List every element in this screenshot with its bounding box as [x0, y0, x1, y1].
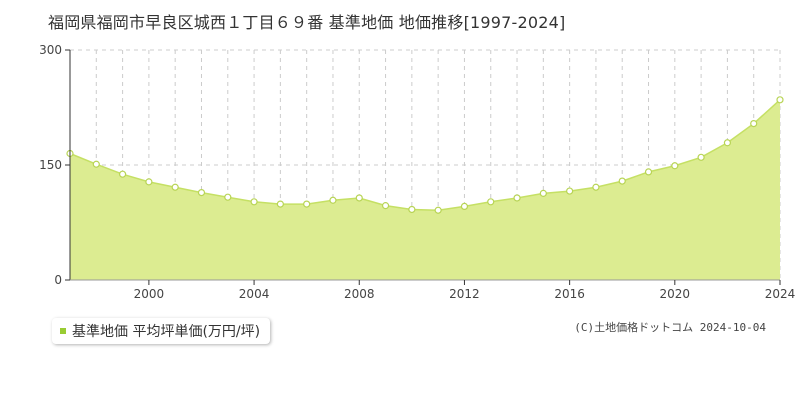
legend: 基準地価 平均坪単価(万円/坪)	[52, 318, 271, 344]
x-tick-label-2016: 2016	[554, 287, 585, 301]
x-tick-label-2012: 2012	[449, 287, 480, 301]
x-tick-label-2020: 2020	[660, 287, 691, 301]
y-axis-ticks: 0 150 300	[39, 43, 70, 287]
data-point-2018	[618, 177, 626, 185]
data-point-2017	[592, 183, 600, 191]
y-tick-label-300: 300	[39, 43, 62, 57]
x-axis-ticks: 2000 2004 2008 2012 2016 2020 2024	[134, 280, 796, 301]
data-point-2024	[776, 96, 784, 104]
series-markers	[66, 96, 784, 214]
x-tick-label-2024: 2024	[765, 287, 796, 301]
data-point-2008	[355, 194, 363, 202]
data-point-2001	[171, 183, 179, 191]
data-point-2009	[381, 202, 390, 210]
y-tick-label-0: 0	[54, 273, 62, 287]
data-point-2021	[697, 153, 705, 161]
x-tick-label-2004: 2004	[239, 287, 270, 301]
data-point-2022	[723, 139, 732, 147]
data-point-2005	[276, 200, 284, 208]
data-point-2002	[197, 189, 206, 197]
data-point-2012	[460, 202, 469, 210]
data-point-2003	[224, 193, 232, 201]
data-point-2014	[513, 194, 521, 202]
data-point-2023	[750, 119, 758, 128]
copyright-text: (C)土地価格ドットコム 2024-10-04	[574, 321, 766, 334]
chart-title: 福岡県福岡市早良区城西１丁目６９番 基準地価 地価推移[1997-2024]	[48, 13, 566, 32]
data-point-2007	[329, 196, 337, 204]
data-point-2000	[145, 178, 153, 186]
data-point-2015	[539, 189, 547, 197]
data-point-2010	[408, 205, 416, 214]
data-point-2020	[671, 162, 679, 170]
horizontal-gridlines	[70, 49, 780, 166]
data-point-2016	[566, 187, 574, 195]
data-point-1998	[92, 160, 100, 168]
data-point-1999	[118, 170, 127, 178]
legend-swatch	[60, 328, 66, 334]
data-point-2006	[303, 200, 311, 208]
y-tick-label-150: 150	[39, 158, 62, 172]
x-tick-label-2000: 2000	[134, 287, 165, 301]
data-point-2019	[644, 168, 653, 176]
data-point-2004	[250, 198, 258, 206]
x-tick-label-2008: 2008	[344, 287, 375, 301]
series-line	[69, 99, 781, 211]
data-point-2011	[434, 206, 442, 214]
data-point-2013	[487, 198, 495, 206]
legend-label: 基準地価 平均坪単価(万円/坪)	[72, 324, 261, 340]
series-area-fill	[70, 99, 780, 280]
